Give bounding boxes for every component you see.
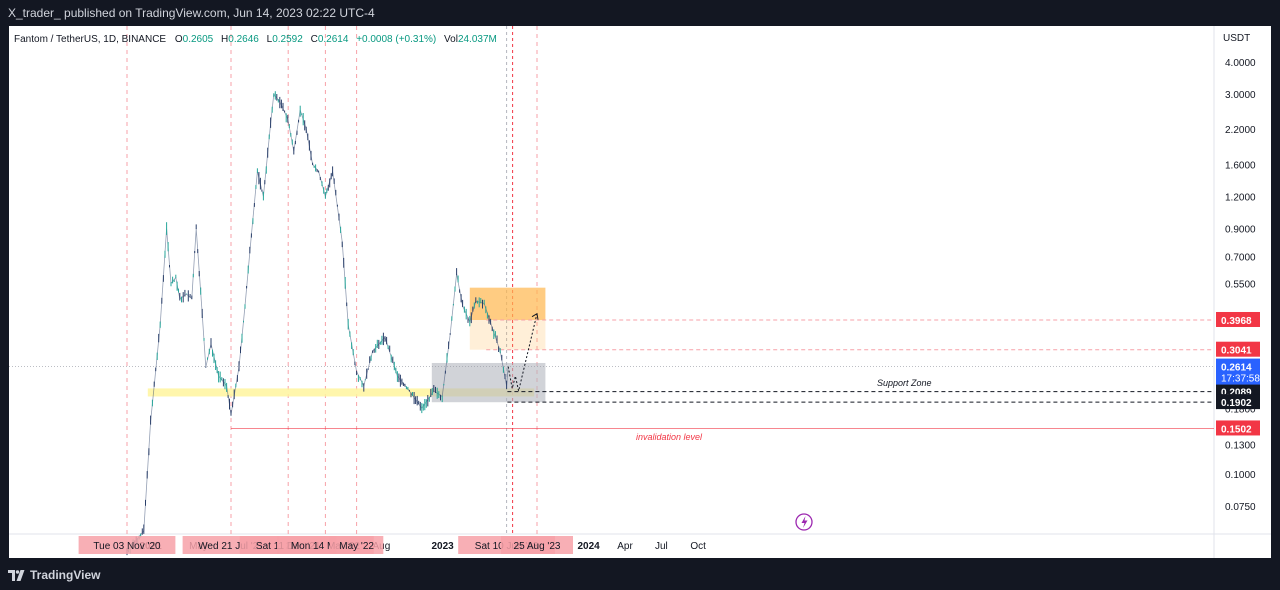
x-tick-4: 2023: [431, 541, 454, 552]
x-highlight-bg-4: [329, 536, 384, 554]
legend-vol-value: 24.037M: [458, 34, 497, 45]
y-tick-12: 0.1300: [1225, 441, 1256, 452]
zone-support-zone: [431, 362, 546, 403]
y-tick-4: 1.2000: [1225, 192, 1256, 203]
plot-area[interactable]: [9, 26, 1214, 534]
tradingview-logo[interactable]: TradingView: [8, 568, 100, 582]
current-price-bg: [1216, 358, 1260, 385]
countdown-value: 17:37:58: [1221, 374, 1260, 385]
legend-low-value: 0.2592: [272, 34, 303, 45]
publish-info: X_trader_ published on TradingView.com, …: [8, 6, 375, 20]
y-tick-14: 0.0750: [1225, 502, 1256, 513]
zones: [147, 287, 546, 403]
price-label-red_3: 0.1502: [1221, 424, 1252, 435]
vertical-marker-lines: [126, 26, 538, 534]
price-label-dark_2: 0.1902: [1221, 398, 1252, 409]
zone-yellow: [147, 388, 535, 397]
legend-low-label: L: [267, 34, 273, 45]
legend-change: +0.0008 (+0.31%): [356, 34, 436, 45]
price-label-red_2: 0.3041: [1221, 346, 1252, 357]
y-axis-ticks: 4.0000 3.0000 2.2000 1.6000 1.2000 0.9000 0.70…: [1225, 58, 1256, 513]
lightning-icon[interactable]: [795, 513, 813, 531]
footer-bar: TradingView: [0, 560, 1280, 590]
x-highlight-label-1: Wed 21 Jul '21: [198, 541, 264, 552]
price-label-dark_1: 0.2089: [1221, 388, 1252, 399]
x-highlight-label-3: Mon 14 Mar '22: [291, 541, 361, 552]
legend-open-value: 0.2605: [183, 34, 214, 45]
legend-symbol: Fantom / TetherUS, 1D, BINANCE: [14, 34, 166, 45]
x-tick-5: 2024: [577, 541, 600, 552]
y-tick-11: 0.1800: [1225, 404, 1256, 415]
legend-open-label: O: [175, 34, 183, 45]
invalidation-label: invalidation level: [636, 432, 703, 442]
y-tick-1: 3.0000: [1225, 90, 1256, 101]
x-highlight-bg-0: [78, 536, 176, 554]
price-label-bg-red_1: [1216, 311, 1260, 327]
x-highlight-bg-6: [501, 536, 573, 554]
x-tick-7: Jul: [655, 541, 668, 552]
x-highlight-label-4: May '22: [339, 541, 374, 552]
tradingview-logo-icon: [8, 569, 25, 581]
levels: [9, 319, 1214, 429]
y-tick-0: 4.0000: [1225, 58, 1256, 69]
current-price-value: 0.2614: [1221, 363, 1252, 374]
price-label-bg-dark_2: [1216, 394, 1260, 410]
y-tick-3: 1.6000: [1225, 160, 1256, 171]
y-tick-6: 0.7000: [1225, 253, 1256, 264]
x-highlight-label-0: Tue 03 Nov '20: [93, 541, 161, 552]
tradingview-logo-text: TradingView: [30, 568, 101, 582]
y-tick-2: 2.2000: [1225, 125, 1256, 136]
y-tick-7: 0.5500: [1225, 280, 1256, 291]
y-tick-5: 0.9000: [1225, 225, 1256, 236]
legend-close-value: 0.2614: [318, 34, 349, 45]
x-tick-8: Oct: [690, 541, 706, 552]
legend: Fantom / TetherUS, 1D, BINANCE O0.2605 H…: [14, 34, 497, 45]
price-label-red_1: 0.3968: [1221, 316, 1252, 327]
chart-frame: 4.0000 3.0000 2.2000 1.6000 1.2000 0.9000 0.70…: [9, 26, 1271, 558]
legend-high-value: 0.2646: [228, 34, 259, 45]
y-tick-13: 0.1000: [1225, 470, 1256, 481]
legend-high-label: H: [221, 34, 228, 45]
legend-close-label: C: [311, 34, 318, 45]
price-chart[interactable]: 4.0000 3.0000 2.2000 1.6000 1.2000 0.9000 0.70…: [9, 26, 1271, 558]
legend-vol-label: Vol: [444, 34, 458, 45]
y-axis-currency: USDT: [1223, 33, 1250, 44]
publish-bar: X_trader_ published on TradingView.com, …: [0, 0, 1280, 26]
zone-orange-lower: [469, 319, 546, 350]
projection-arrow: [531, 312, 539, 320]
projection-line: [507, 313, 538, 392]
support-zone-label: Support Zone: [877, 378, 932, 388]
projection-path: [507, 312, 539, 392]
price-label-bg-red_2: [1216, 341, 1260, 357]
price-label-bg-red_3: [1216, 420, 1260, 436]
x-highlight-label-6: 25 Aug '23: [514, 541, 561, 552]
x-tick-6: Apr: [617, 541, 633, 552]
